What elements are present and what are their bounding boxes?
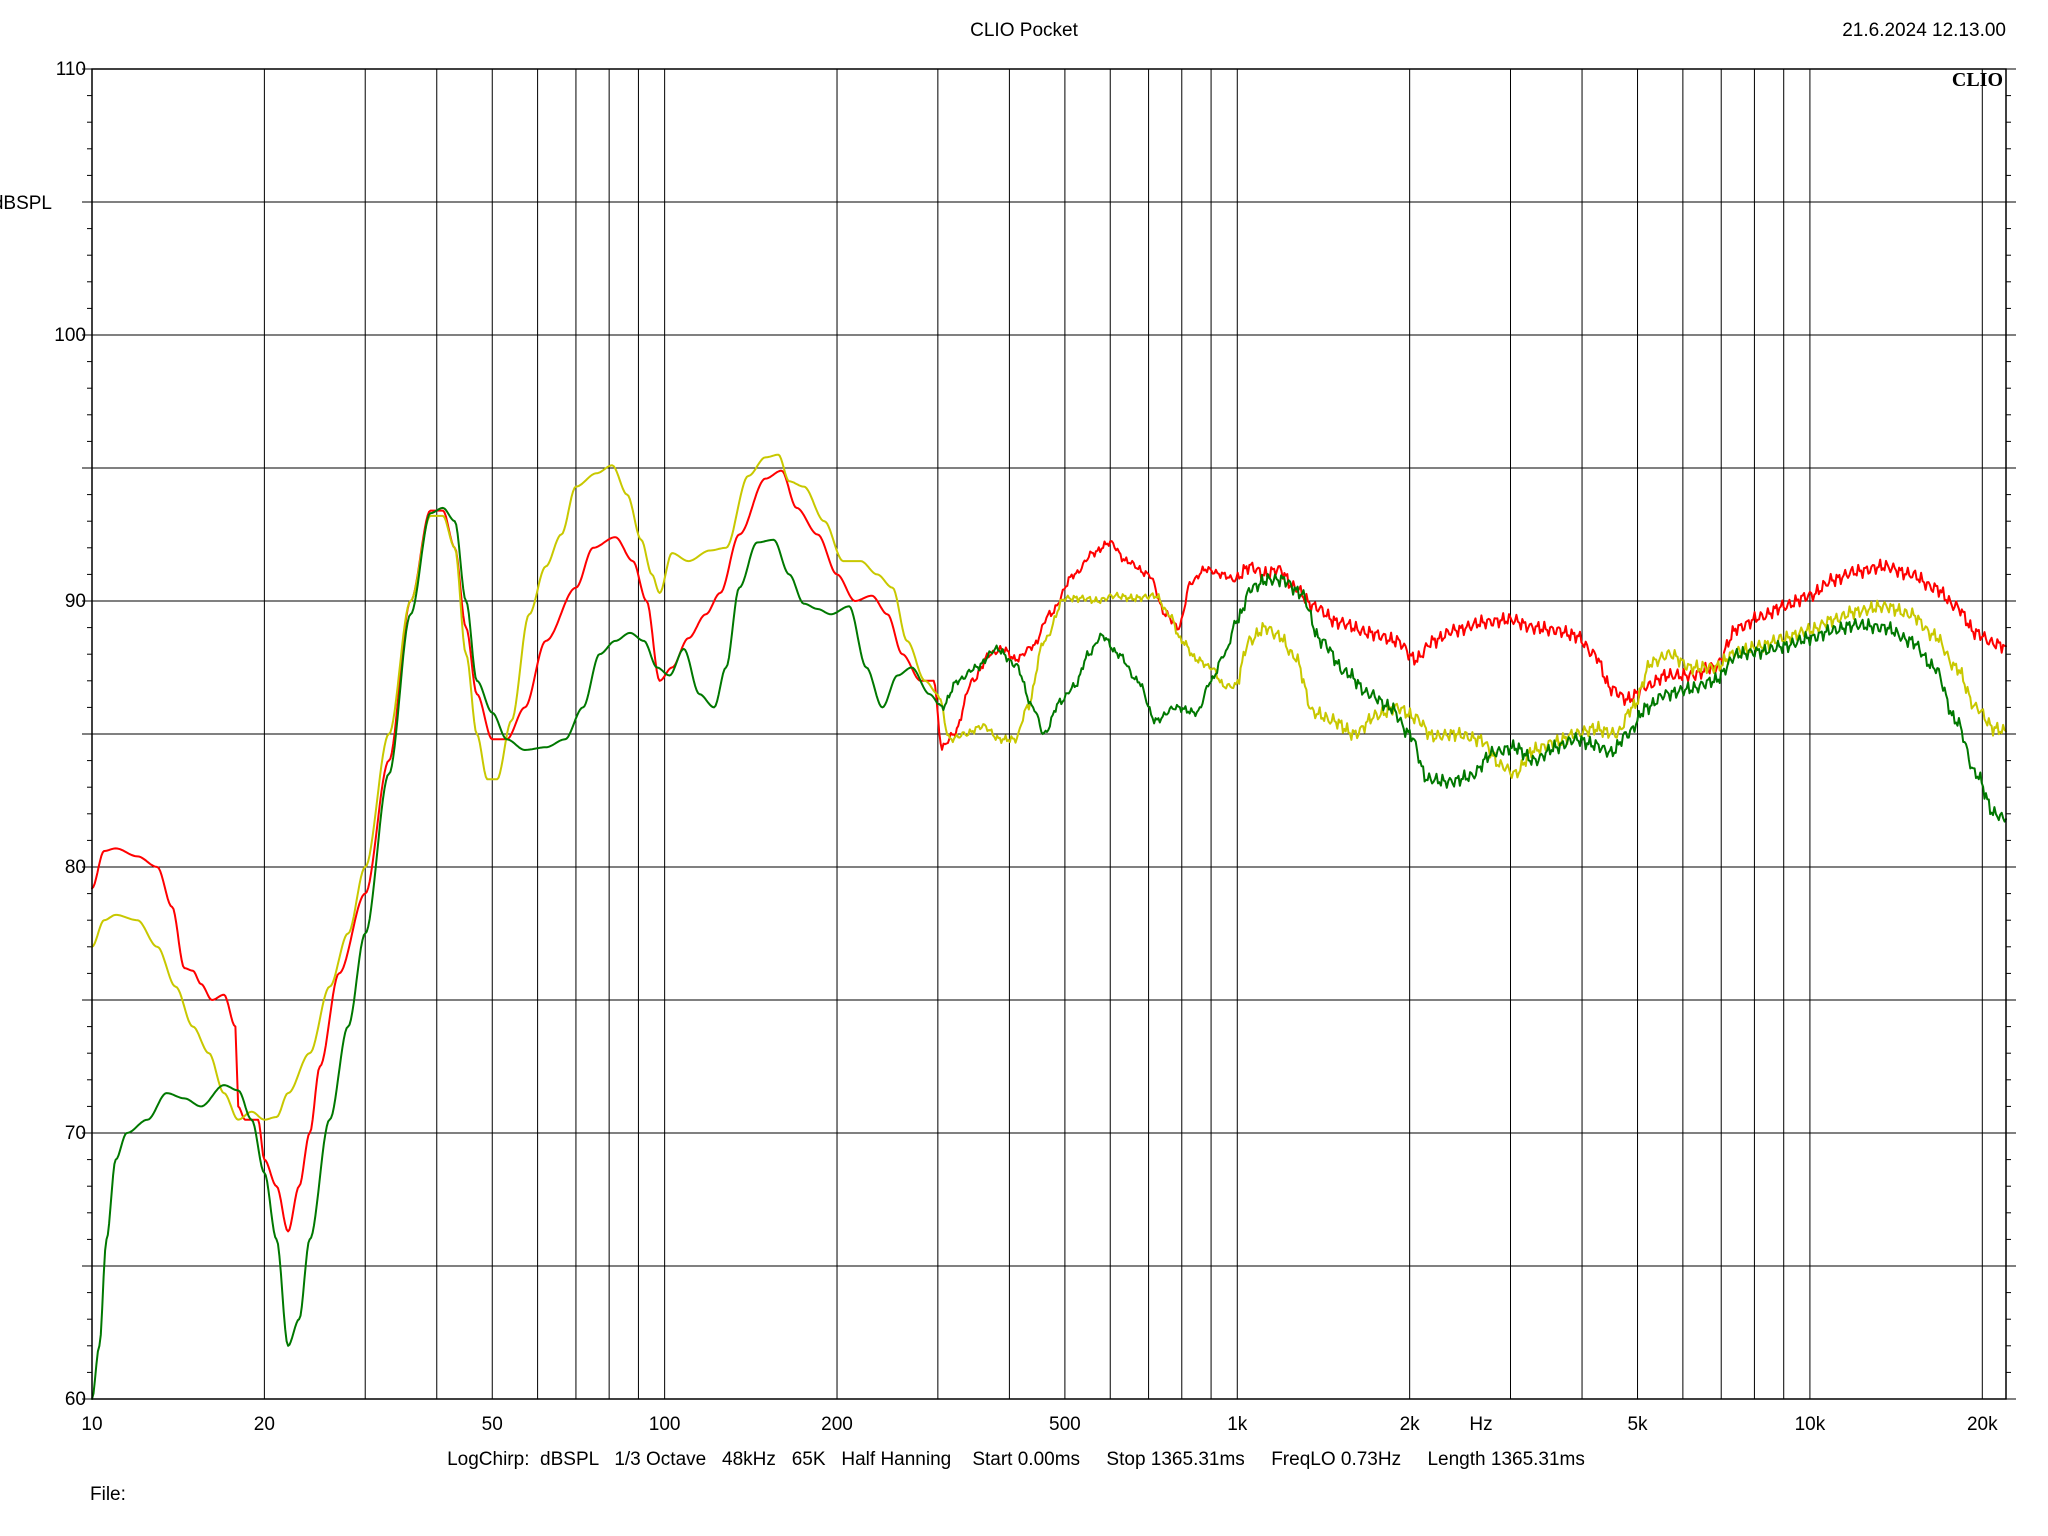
x-tick-label: 1k [1227, 1414, 1248, 1435]
x-tick-label: 5k [1627, 1414, 1648, 1435]
plot-frame [91, 68, 2007, 1400]
x-tick-label: 20k [1967, 1414, 1998, 1435]
y-tick-label: 110 [56, 59, 86, 80]
timestamp: 21.6.2024 12.13.00 [1842, 20, 2006, 41]
series-layer [91, 453, 2007, 1400]
clio-logo: CLIO [1952, 69, 2003, 91]
y-tick-labels: 60 70 80 90 100 110 [54, 59, 86, 1410]
y-tick-label: 90 [65, 591, 86, 612]
y-tick-label: 100 [54, 325, 86, 346]
grid [82, 68, 2016, 1400]
x-tick-label: 2k [1400, 1414, 1421, 1435]
y-axis-label: dBSPL [0, 193, 52, 214]
y-tick-label: 70 [65, 1123, 86, 1144]
x-tick-label: 100 [649, 1414, 681, 1435]
series-line [91, 506, 2007, 1400]
x-tick-label: 10k [1795, 1414, 1826, 1435]
x-tick-labels: 10 20 50 100 200 500 1k 2k 5k 10k 20k [81, 1414, 1998, 1435]
y-tick-label: 60 [65, 1389, 86, 1410]
chart-title: CLIO Pocket [970, 20, 1078, 41]
x-axis-label: Hz [1469, 1414, 1492, 1435]
x-tick-label: 500 [1049, 1414, 1081, 1435]
x-tick-label: 200 [821, 1414, 853, 1435]
x-tick-label: 50 [482, 1414, 503, 1435]
y-tick-label: 80 [65, 857, 86, 878]
measurement-settings: LogChirp: dBSPL 1/3 Octave 48kHz 65K Hal… [447, 1449, 1585, 1470]
x-tick-label: 10 [81, 1414, 102, 1435]
file-label: File: [90, 1484, 126, 1505]
series-line [91, 453, 2007, 1121]
x-tick-label: 20 [254, 1414, 275, 1435]
